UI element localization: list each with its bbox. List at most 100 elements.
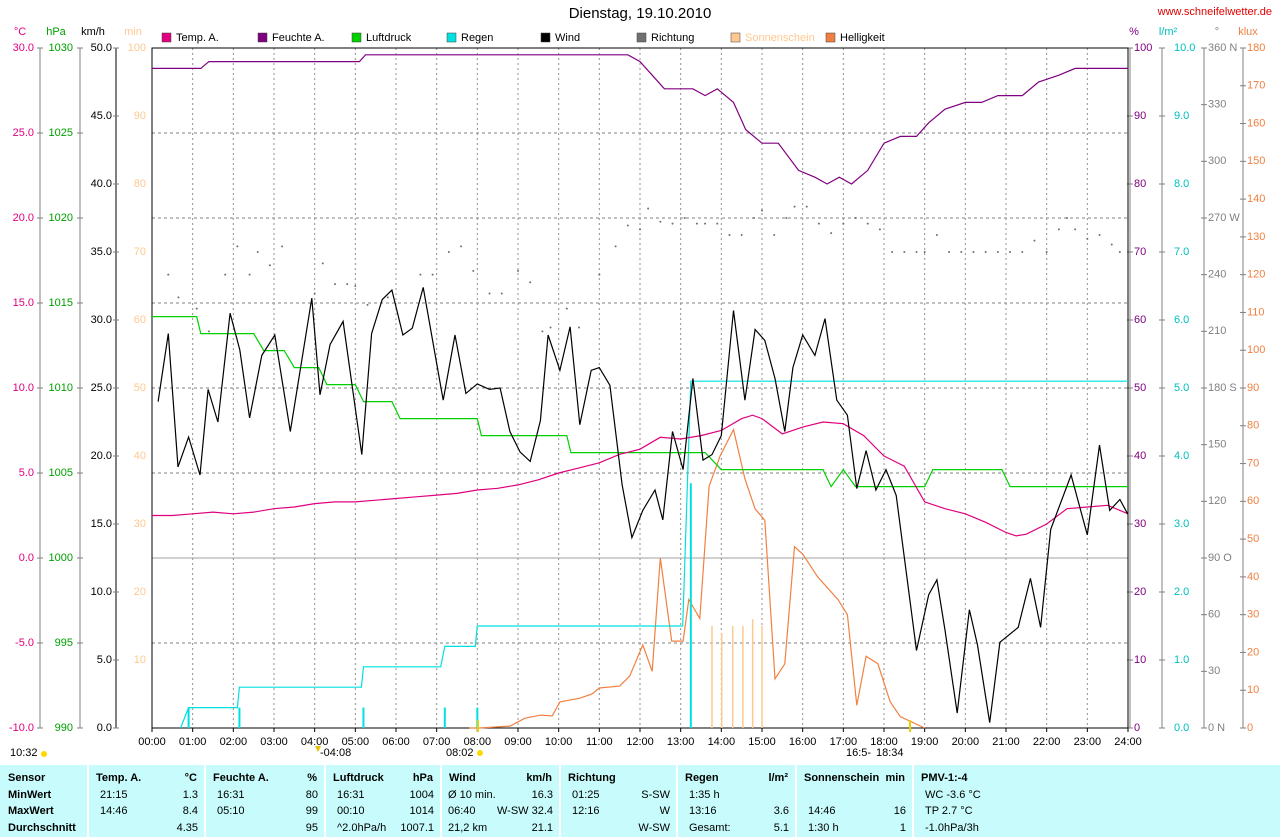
- y-tick-label: 10: [134, 654, 146, 666]
- cell-right: 5.1: [774, 822, 789, 834]
- header-name: PMV-1:-4: [921, 772, 968, 784]
- direction-dot: [671, 222, 674, 225]
- direction-dot: [460, 245, 463, 248]
- header-unit: km/h: [526, 772, 552, 784]
- cell-left: 05:10: [217, 805, 245, 817]
- direction-dot: [1066, 217, 1068, 219]
- y-tick-label: 5.0: [19, 467, 34, 479]
- x-tick-label: 05:00: [342, 736, 370, 748]
- direction-dot: [639, 228, 641, 231]
- direction-dot: [488, 292, 491, 295]
- y-tick-label: 20: [1134, 586, 1146, 598]
- direction-dot: [529, 281, 532, 284]
- y-tick-label: 1010: [49, 382, 73, 394]
- direction-dot: [224, 273, 227, 276]
- x-tick-label: 13:00: [667, 736, 695, 748]
- direction-dot: [598, 273, 601, 276]
- y-tick-label: 25.0: [13, 127, 34, 139]
- y-tick-label: 60: [1134, 314, 1146, 326]
- cell-left: WC -3.6 °C: [925, 789, 981, 801]
- y-tick-label: 7.0: [1174, 246, 1189, 258]
- cell-left: -1.0hPa/3h: [925, 822, 979, 834]
- axis-unit: min: [124, 26, 142, 38]
- direction-dot: [793, 205, 796, 208]
- y-tick-label: -10.0: [9, 722, 34, 734]
- cell-right: W-SW: [638, 822, 670, 834]
- x-tick-label: 06:00: [382, 736, 410, 748]
- direction-dot: [354, 285, 357, 287]
- direction-dot: [517, 269, 519, 272]
- y-tick-label: 60: [1208, 609, 1220, 621]
- direction-dot: [334, 283, 336, 286]
- stats-panel: [0, 765, 1280, 837]
- x-tick-label: 12:00: [626, 736, 654, 748]
- direction-dot: [177, 296, 180, 299]
- y-tick-label: 300: [1208, 155, 1226, 167]
- x-tick-label: 16:00: [789, 736, 817, 748]
- y-tick-label: -5.0: [15, 637, 34, 649]
- y-tick-label: 40: [1134, 450, 1146, 462]
- y-tick-label: 80: [134, 178, 146, 190]
- x-tick-label: 18:00: [870, 736, 898, 748]
- direction-dot: [431, 273, 434, 276]
- axis-unit: klux: [1238, 26, 1258, 38]
- direction-dot: [1033, 239, 1036, 242]
- direction-dot: [541, 330, 544, 333]
- direction-dot: [842, 222, 845, 225]
- header-unit: min: [885, 772, 905, 784]
- row-label: MinWert: [8, 789, 52, 801]
- direction-dot: [1045, 251, 1048, 253]
- y-tick-label: 1020: [49, 212, 73, 224]
- y-tick-label: 30: [1134, 518, 1146, 530]
- y-tick-label: 60: [1247, 495, 1259, 507]
- x-tick-label: 02:00: [220, 736, 248, 748]
- y-tick-label: 80: [1134, 178, 1146, 190]
- x-tick-label: 00:00: [138, 736, 166, 748]
- cell-left: 21,2 km: [448, 822, 487, 834]
- axis-unit: km/h: [81, 26, 105, 38]
- cell-left: Ø 10 min.: [448, 789, 496, 801]
- y-tick-label: 990: [55, 722, 73, 734]
- y-tick-label: 4.0: [1174, 450, 1189, 462]
- direction-dot: [500, 292, 503, 295]
- direction-dot: [313, 292, 316, 295]
- direction-dot: [386, 296, 389, 299]
- axis-unit: l/m²: [1159, 26, 1178, 38]
- y-tick-label: 110: [1247, 306, 1265, 318]
- direction-dot: [472, 269, 475, 272]
- direction-dot: [923, 251, 926, 253]
- cell-left: Gesamt:: [689, 822, 731, 834]
- legend-label: Helligkeit: [840, 32, 885, 44]
- y-tick-label: 1005: [49, 467, 73, 479]
- legend-swatch: [636, 32, 647, 43]
- cell-right: 1014: [410, 805, 434, 817]
- direction-dot: [1009, 251, 1012, 253]
- direction-dot: [578, 326, 580, 329]
- y-tick-label: 180: [1247, 42, 1265, 54]
- y-tick-label: 3.0: [1174, 518, 1189, 530]
- x-tick-label: 22:00: [1033, 736, 1061, 748]
- x-tick-label: 01:00: [179, 736, 207, 748]
- y-tick-label: 50: [1247, 533, 1259, 545]
- direction-dot: [207, 330, 210, 333]
- header-name: Wind: [449, 772, 476, 784]
- y-tick-label: 45.0: [91, 110, 112, 122]
- cell-right: 95: [306, 822, 318, 834]
- y-tick-label: 15.0: [91, 518, 112, 530]
- cell-right: 16.3: [532, 789, 553, 801]
- cell-left: 14:46: [808, 805, 836, 817]
- direction-dot: [728, 234, 731, 236]
- cell-right: 21.1: [532, 822, 553, 834]
- annotation: 10:32: [10, 747, 38, 759]
- y-tick-label: 330: [1208, 99, 1226, 111]
- direction-dot: [1127, 239, 1129, 242]
- y-tick-label: 0: [1134, 722, 1140, 734]
- direction-dot: [1074, 228, 1077, 231]
- direction-dot: [659, 220, 662, 223]
- y-tick-label: 6.0: [1174, 314, 1189, 326]
- series-line: [179, 380, 1128, 729]
- axis-unit: hPa: [46, 26, 66, 38]
- legend-label: Wind: [555, 32, 580, 44]
- legend-swatch: [540, 32, 551, 43]
- legend-swatch: [825, 32, 836, 43]
